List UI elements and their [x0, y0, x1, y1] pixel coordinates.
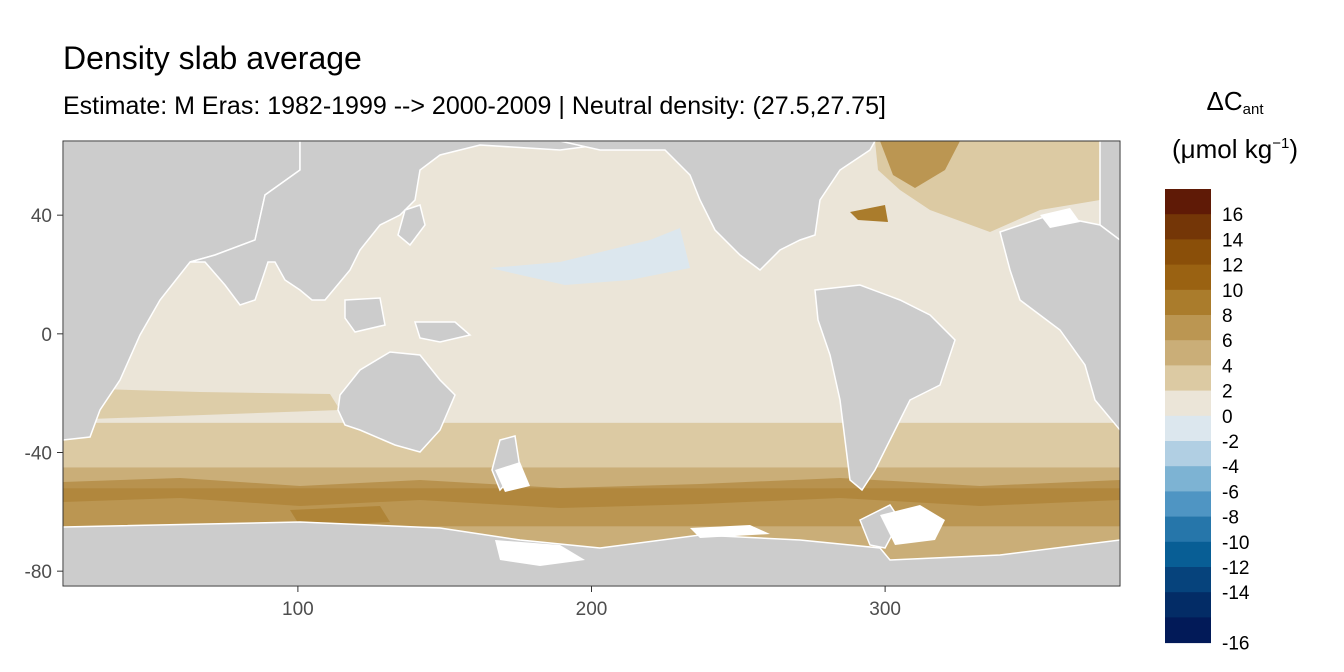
land-japan: [397, 204, 426, 247]
land-south-america: [814, 284, 956, 492]
legend-label-0: 16: [1222, 205, 1243, 226]
legend-label-14: -12: [1222, 558, 1249, 579]
legend-label-6: 4: [1222, 356, 1233, 377]
legend-key-10: [1165, 441, 1211, 467]
density-bands: [63, 141, 1120, 572]
band-accent-patch: [290, 506, 390, 526]
legend-key-12: [1165, 491, 1211, 518]
legend-key-7: [1165, 365, 1211, 392]
legend-colorbar: 16 14 12 10 8 6 4 2 0 -2 -4 -6 -8 -10 -12 -14 -16: [1165, 189, 1250, 655]
chart-title: Density slab average: [63, 40, 362, 76]
legend-label-9: -2: [1222, 432, 1239, 453]
legend-key-3: [1165, 264, 1211, 291]
y-tick-label--80: -80: [25, 562, 52, 583]
legend-key-13: [1165, 516, 1211, 543]
legend-key-6: [1165, 340, 1211, 366]
land-north-america: [530, 141, 876, 271]
band-north-atlantic-core: [880, 141, 960, 188]
x-tick-label-200: 200: [576, 599, 608, 620]
legend-label-12: -8: [1222, 508, 1239, 529]
legend-label-13: -10: [1222, 533, 1249, 554]
legend-key-5: [1165, 315, 1211, 341]
legend-label-1: 14: [1222, 230, 1244, 251]
legend-unit: (μmol kg−1): [1172, 134, 1298, 164]
no-data-ross-gap: [495, 540, 585, 566]
land-greenland: [1099, 141, 1120, 241]
no-data-tasman-gap: [495, 462, 530, 492]
land-australia: [337, 351, 456, 453]
band-1: [63, 422, 1120, 468]
no-data-weddell-gap: [880, 505, 945, 545]
band-gulf-stream: [850, 205, 888, 222]
land-borneo: [344, 297, 386, 333]
land-antarctica: [63, 521, 1120, 586]
legend-label-8: 0: [1222, 407, 1233, 428]
legend-label-15: -14: [1222, 583, 1250, 604]
legend-label-7: 2: [1222, 382, 1233, 403]
band-negative-patch: [490, 228, 690, 285]
legend-key-9: [1165, 415, 1211, 442]
land-europe-africa-east: [999, 214, 1120, 432]
land-new-guinea: [413, 321, 472, 343]
legend-label-5: 6: [1222, 331, 1233, 352]
y-tick-label--40: -40: [25, 444, 52, 465]
legend-key-15: [1165, 567, 1211, 593]
legend-key-17: [1165, 617, 1211, 644]
no-data-mediterranean-gap: [1040, 208, 1080, 228]
land-masses: [63, 141, 1120, 586]
y-tick-label-0: 0: [41, 325, 52, 346]
legend-key-14: [1165, 541, 1211, 568]
map-panel: [62, 140, 1121, 587]
legend-key-2: [1165, 239, 1211, 266]
x-tick-label-100: 100: [282, 599, 314, 620]
no-data-areas: [495, 208, 1080, 566]
legend-label-2: 12: [1222, 256, 1243, 277]
legend-label-17: -16: [1222, 634, 1249, 655]
legend-key-16: [1165, 592, 1211, 618]
legend-label-10: -4: [1222, 457, 1239, 478]
band-indian-south: [63, 388, 340, 420]
legend-label-11: -6: [1222, 482, 1239, 503]
y-tick-label-40: 40: [31, 206, 52, 227]
legend-key-1: [1165, 214, 1211, 240]
legend-key-4: [1165, 289, 1211, 316]
legend-key-8: [1165, 390, 1211, 417]
x-tick-label-300: 300: [869, 599, 901, 620]
legend-key-11: [1165, 466, 1211, 492]
legend-title: ΔCant: [1206, 86, 1264, 118]
no-data-south-pacific-gap: [690, 525, 770, 538]
legend-key-0: [1165, 189, 1211, 215]
legend-label-3: 10: [1222, 281, 1243, 302]
legend-label-4: 8: [1222, 306, 1233, 327]
chart-subtitle: Estimate: M Eras: 1982-1999 --> 2000-200…: [63, 92, 886, 120]
